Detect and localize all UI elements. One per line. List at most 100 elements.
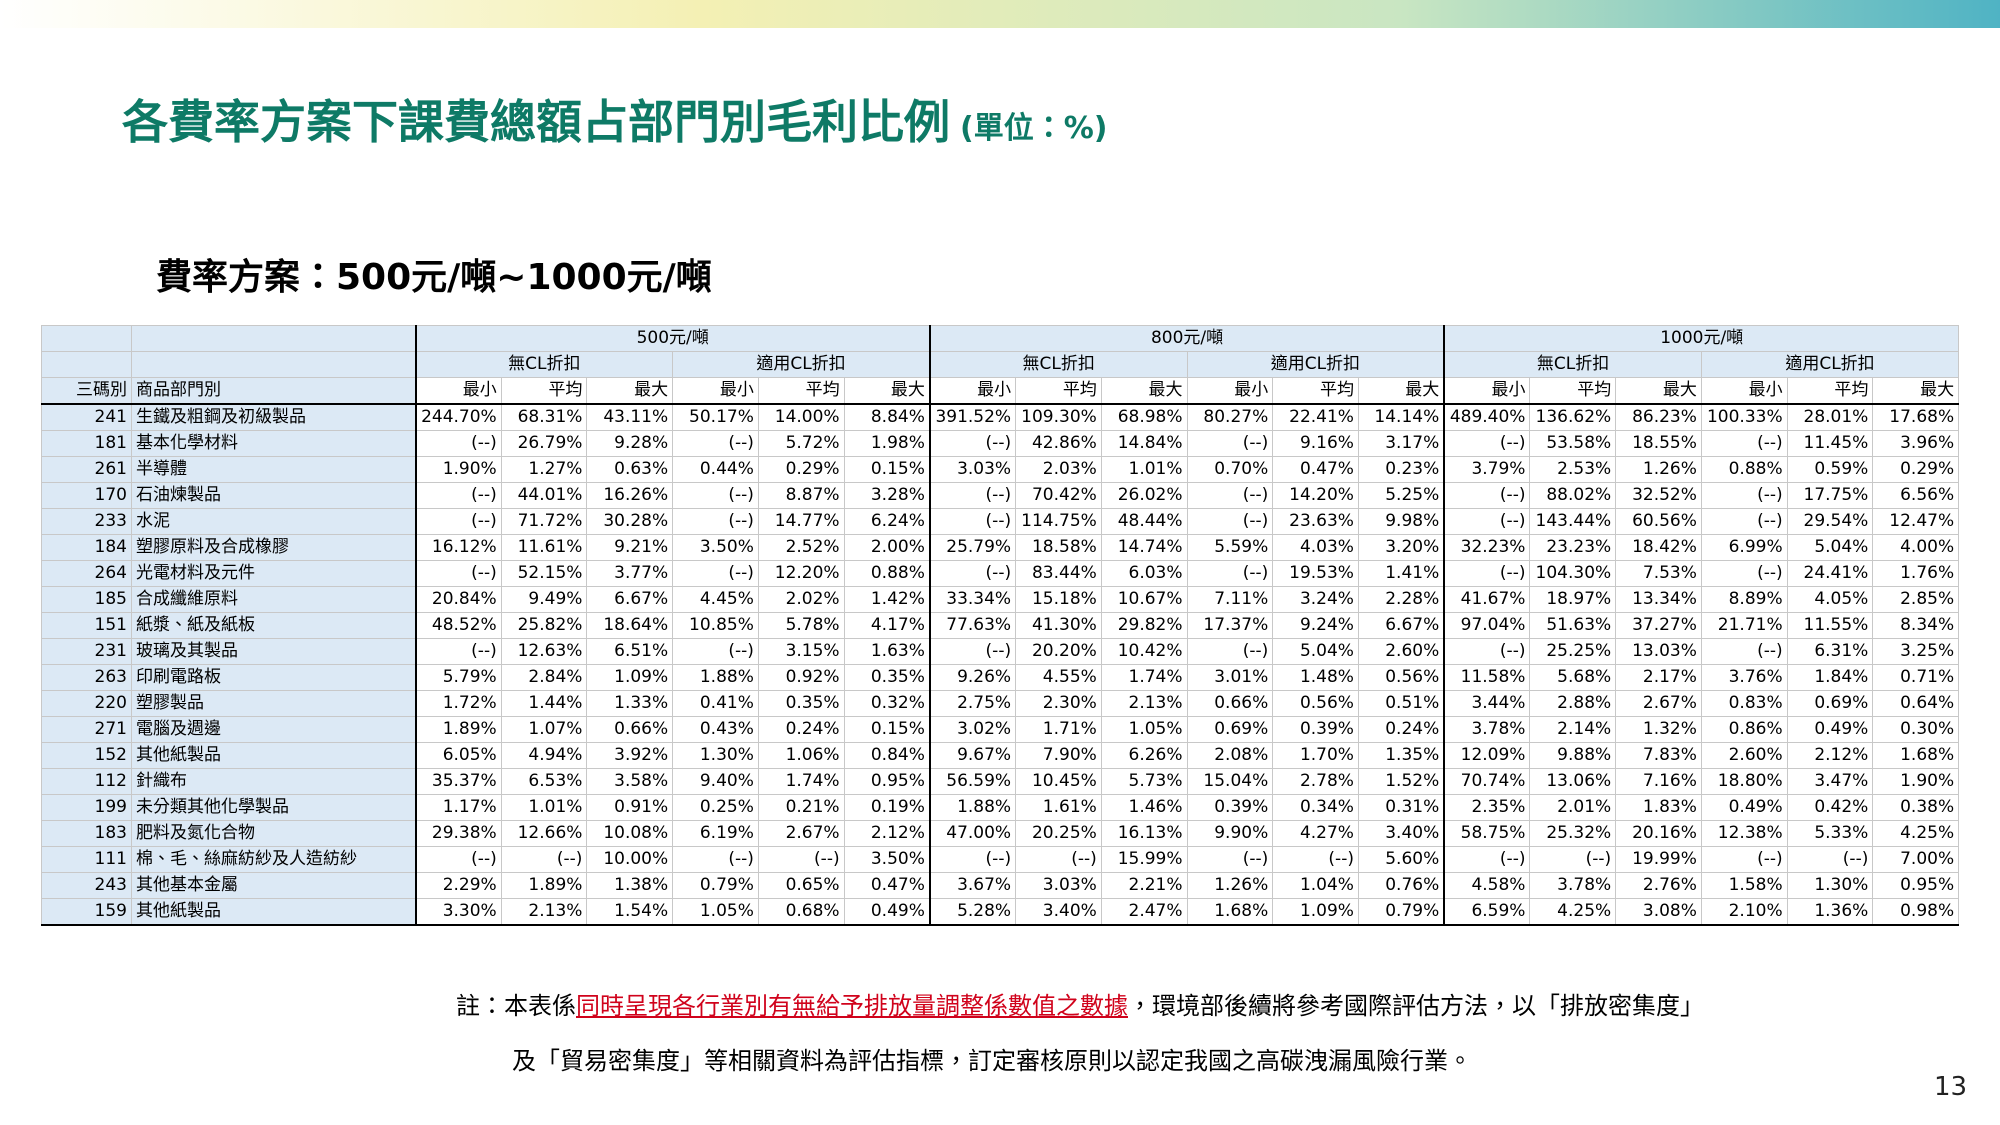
value-cell: 14.00% xyxy=(757,403,845,431)
value-cell: 0.69% xyxy=(1186,716,1274,743)
note-text: 註：本表係 xyxy=(456,992,576,1020)
table-row: 220 塑膠製品 1.72% 1.44% 1.33% 0.41% 0.35% 0.32% 2.7… xyxy=(41,690,1960,717)
table-row: 263 印刷電路板 5.79% 2.84% 1.09% 1.88% 0.92% 0.35% 9.… xyxy=(41,664,1960,691)
value-cell: 3.92% xyxy=(586,742,674,769)
value-cell: 43.11% xyxy=(586,403,674,431)
value-cell: 6.03% xyxy=(1100,560,1188,587)
value-cell: 3.15% xyxy=(757,638,845,665)
sector-name: 玻璃及其製品 xyxy=(131,638,416,665)
sector-code: 263 xyxy=(41,664,132,691)
value-cell: 0.83% xyxy=(1700,690,1788,717)
value-cell: 2.13% xyxy=(1100,690,1188,717)
value-cell: 4.25% xyxy=(1872,820,1960,847)
value-cell: (--) xyxy=(928,430,1017,457)
value-cell: (--) xyxy=(1529,846,1617,873)
value-cell: 1.04% xyxy=(1272,872,1359,899)
value-cell: 14.84% xyxy=(1100,430,1188,457)
value-cell: 1.89% xyxy=(414,716,502,743)
value-cell: 8.89% xyxy=(1700,586,1788,613)
sector-code: 271 xyxy=(41,716,132,743)
value-cell: 17.68% xyxy=(1872,403,1960,431)
value-cell: 6.53% xyxy=(500,768,588,795)
value-cell: 1.89% xyxy=(500,872,588,899)
sector-name: 塑膠製品 xyxy=(131,690,416,717)
value-cell: 2.14% xyxy=(1529,716,1617,743)
value-cell: 8.34% xyxy=(1872,612,1960,639)
value-cell: 3.67% xyxy=(928,872,1017,899)
value-cell: 10.42% xyxy=(1100,638,1188,665)
value-cell: 80.27% xyxy=(1186,403,1274,431)
value-cell: 88.02% xyxy=(1529,482,1617,509)
sector-code: 112 xyxy=(41,768,132,795)
value-cell: 1.36% xyxy=(1786,898,1874,926)
value-cell: 2.02% xyxy=(757,586,845,613)
value-cell: 1.32% xyxy=(1615,716,1702,743)
value-cell: 1.27% xyxy=(500,456,588,483)
value-cell: 12.38% xyxy=(1700,820,1788,847)
value-cell: 2.08% xyxy=(1186,742,1274,769)
value-cell: 68.98% xyxy=(1100,403,1188,431)
value-cell: 70.42% xyxy=(1015,482,1102,509)
value-cell: 9.49% xyxy=(500,586,588,613)
column-header: 最大 xyxy=(1100,377,1188,405)
value-cell: 4.27% xyxy=(1272,820,1359,847)
value-cell: 2.88% xyxy=(1529,690,1617,717)
value-cell: 2.47% xyxy=(1100,898,1188,926)
column-header: 商品部門別 xyxy=(131,377,416,405)
column-header: 最小 xyxy=(1443,377,1531,405)
value-cell: 0.69% xyxy=(1786,690,1874,717)
value-cell: 20.84% xyxy=(414,586,502,613)
value-cell: 5.28% xyxy=(928,898,1017,926)
column-header: 最小 xyxy=(414,377,502,405)
subgroup-header: 無CL折扣 xyxy=(1443,351,1702,378)
note-text: ，環境部後續將參考國際評估方法，以「排放密集度」 xyxy=(1128,992,1704,1020)
value-cell: (--) xyxy=(1786,846,1874,873)
value-cell: 18.97% xyxy=(1529,586,1617,613)
table-row: 199 未分類其他化學製品 1.17% 1.01% 0.91% 0.25% 0.21% 0.1… xyxy=(41,794,1960,821)
column-header: 平均 xyxy=(1786,377,1874,405)
value-cell: 7.83% xyxy=(1615,742,1702,769)
value-cell: (--) xyxy=(1700,508,1788,535)
sector-code: 159 xyxy=(41,898,132,926)
column-header: 最大 xyxy=(1357,377,1445,405)
value-cell: (--) xyxy=(928,482,1017,509)
value-cell: 6.59% xyxy=(1443,898,1531,926)
value-cell: 2.13% xyxy=(500,898,588,926)
value-cell: 1.46% xyxy=(1100,794,1188,821)
value-cell: 9.90% xyxy=(1186,820,1274,847)
value-cell: 2.03% xyxy=(1015,456,1102,483)
value-cell: 3.47% xyxy=(1786,768,1874,795)
column-header: 最大 xyxy=(1615,377,1702,405)
value-cell: 1.88% xyxy=(928,794,1017,821)
value-cell: 109.30% xyxy=(1015,403,1102,431)
table-row: 264 光電材料及元件 (--) 52.15% 3.77% (--) 12.20% 0.88%… xyxy=(41,560,1960,587)
value-cell: 8.84% xyxy=(843,403,931,431)
value-cell: 11.58% xyxy=(1443,664,1531,691)
value-cell: 1.58% xyxy=(1700,872,1788,899)
column-header: 平均 xyxy=(757,377,845,405)
value-cell: 6.56% xyxy=(1872,482,1960,509)
value-cell: (--) xyxy=(672,482,759,509)
value-cell: 1.71% xyxy=(1015,716,1102,743)
value-cell: 1.90% xyxy=(1872,768,1960,795)
sector-code: 170 xyxy=(41,482,132,509)
value-cell: 1.09% xyxy=(586,664,674,691)
value-cell: 2.75% xyxy=(928,690,1017,717)
value-cell: (--) xyxy=(1186,508,1274,535)
value-cell: 7.16% xyxy=(1615,768,1702,795)
value-cell: 1.48% xyxy=(1272,664,1359,691)
table-row: 271 電腦及週邊 1.89% 1.07% 0.66% 0.43% 0.24% 0.15% 3.… xyxy=(41,716,1960,743)
value-cell: 18.42% xyxy=(1615,534,1702,561)
value-cell: 10.00% xyxy=(586,846,674,873)
sector-name: 紙漿、紙及紙板 xyxy=(131,612,416,639)
value-cell: 12.09% xyxy=(1443,742,1531,769)
sector-name: 針織布 xyxy=(131,768,416,795)
value-cell: 33.34% xyxy=(928,586,1017,613)
value-cell: 136.62% xyxy=(1529,403,1617,431)
sector-name: 其他紙製品 xyxy=(131,742,416,769)
column-header: 最大 xyxy=(586,377,674,405)
unit: (單位：%) xyxy=(960,111,1108,146)
value-cell: 1.84% xyxy=(1786,664,1874,691)
value-cell: (--) xyxy=(1186,430,1274,457)
